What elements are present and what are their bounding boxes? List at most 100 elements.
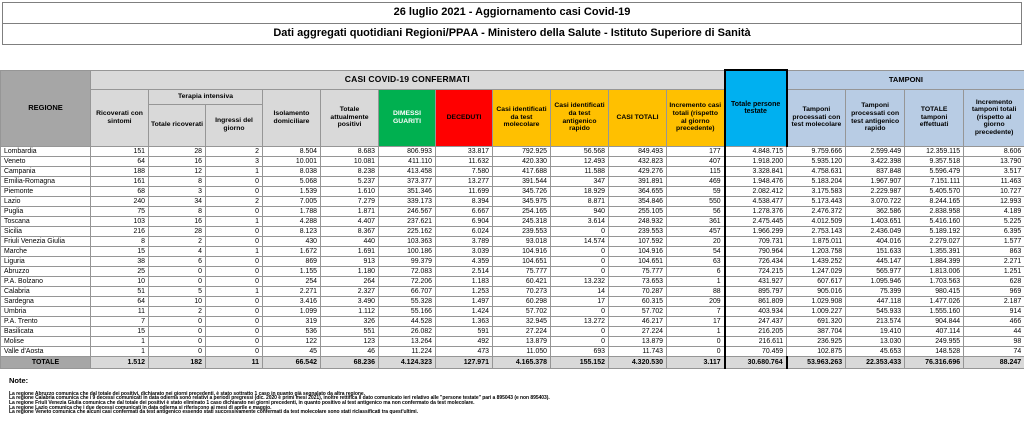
cell-incremento-tamponi: 969 [963, 285, 1024, 297]
cell-tamponi-totale: 5.416.160 [904, 215, 965, 227]
header-dimessi: DIMESSI GUARITI [378, 88, 436, 147]
cell-deceduti: 4.359 [435, 255, 493, 267]
cell-ti-totale: 2 [148, 305, 206, 317]
cell-tamponi-totale: 1.477.026 [904, 295, 965, 307]
total-cell-casi-antigenico: 155.152 [550, 355, 609, 369]
total-cell-positivi: 68.236 [320, 355, 379, 369]
cell-incremento-casi: 59 [665, 185, 726, 197]
cell-dimessi: 26.082 [378, 325, 436, 337]
cell-deceduti: 7.580 [435, 165, 493, 177]
cell-incremento-tamponi: 11.463 [963, 175, 1024, 187]
cell-deceduti: 8.394 [435, 195, 493, 207]
cell-tamponi-totale: 2.838.958 [904, 205, 965, 217]
cell-positivi: 264 [320, 275, 379, 287]
cell-tamponi-molecolare: 5.183.204 [786, 175, 847, 187]
cell-isolamento: 8.038 [262, 165, 321, 177]
header-band-casi-confermati: CASI COVID-19 CONFERMATI [89, 69, 726, 90]
cell-casi-molecolare: 11.050 [492, 345, 551, 357]
cell-casi-totali: 364.655 [608, 185, 667, 197]
region-name: Sicilia [0, 225, 91, 237]
report-title: 26 luglio 2021 - Aggiornamento casi Covi… [3, 3, 1021, 24]
cell-deceduti: 1.253 [435, 285, 493, 297]
cell-dimessi: 55.166 [378, 305, 436, 317]
cell-tamponi-totale: 249.955 [904, 335, 965, 347]
report-title-box: 26 luglio 2021 - Aggiornamento casi Covi… [2, 2, 1022, 45]
cell-ricoverati: 64 [90, 295, 149, 307]
cell-ricoverati: 161 [90, 175, 149, 187]
region-name: Valle d'Aosta [0, 345, 91, 357]
cell-tamponi-molecolare: 2.753.143 [786, 225, 847, 237]
cell-tamponi-totale: 1.555.160 [904, 305, 965, 317]
cell-incremento-casi: 1 [665, 275, 726, 287]
cell-incremento-casi: 56 [665, 205, 726, 217]
cell-incremento-tamponi: 466 [963, 315, 1024, 327]
cell-isolamento: 8.123 [262, 225, 321, 237]
header-positivi: Totale attualmente positivi [320, 88, 379, 147]
cell-casi-antigenico: 13.272 [550, 315, 609, 327]
cell-casi-antigenico: 56.568 [550, 145, 609, 157]
cell-deceduti: 3.789 [435, 235, 493, 247]
cell-isolamento: 254 [262, 275, 321, 287]
cell-tamponi-molecolare: 236.925 [786, 335, 847, 347]
header-isolamento: Isolamento domiciliare [262, 88, 321, 147]
region-name: Lazio [0, 195, 91, 207]
cell-ti-ingressi: 0 [205, 335, 263, 347]
cell-deceduti: 591 [435, 325, 493, 337]
cell-incremento-casi: 6 [665, 265, 726, 277]
cell-tamponi-totale: 980.415 [904, 285, 965, 297]
notes-section: Note: La regione Abruzzo comunica che da… [9, 376, 1024, 416]
cell-tamponi-totale: 9.357.518 [904, 155, 965, 167]
cell-casi-antigenico: 8.871 [550, 195, 609, 207]
cell-ti-ingressi: 2 [205, 195, 263, 207]
cell-ti-ingressi: 0 [205, 205, 263, 217]
cell-isolamento: 5.068 [262, 175, 321, 187]
cell-positivi: 1.112 [320, 305, 379, 317]
total-cell-incremento-casi: 3.117 [665, 355, 726, 369]
cell-casi-totali: 13.879 [608, 335, 667, 347]
cell-casi-molecolare: 93.018 [492, 235, 551, 247]
header-regione: REGIONE [0, 69, 91, 147]
table-row: Emilia-Romagna 161 8 0 5.068 5.237 373.377 13.2… [0, 175, 1024, 187]
cell-casi-totali: 57.702 [608, 305, 667, 317]
region-name: Basilicata [0, 325, 91, 337]
header-ti-ingressi: Ingressi del giorno [205, 103, 263, 147]
cell-positivi: 1.610 [320, 185, 379, 197]
cell-tamponi-totale: 8.244.165 [904, 195, 965, 207]
cell-tamponi-antigenico: 1.095.946 [845, 275, 906, 287]
cell-isolamento: 2.271 [262, 285, 321, 297]
region-name: Abruzzo [0, 265, 91, 277]
cell-positivi: 8.367 [320, 225, 379, 237]
cell-casi-antigenico: 11.588 [550, 165, 609, 177]
cell-incremento-tamponi: 8.606 [963, 145, 1024, 157]
cell-incremento-casi: 457 [665, 225, 726, 237]
cell-tamponi-antigenico: 213.574 [845, 315, 906, 327]
cell-tamponi-antigenico: 404.016 [845, 235, 906, 247]
cell-incremento-tamponi: 5.225 [963, 215, 1024, 227]
header-incremento-tamponi: Incremento tamponi totali (rispetto al g… [963, 88, 1024, 147]
cell-tamponi-molecolare: 607.617 [786, 275, 847, 287]
cell-dimessi: 351.346 [378, 185, 436, 197]
table-row: Lazio 240 34 2 7.005 7.279 339.173 8.394 345.975… [0, 195, 1024, 207]
cell-deceduti: 492 [435, 335, 493, 347]
cell-testate: 431.927 [723, 275, 788, 287]
cell-ti-totale: 2 [148, 235, 206, 247]
cell-incremento-casi: 177 [665, 145, 726, 157]
cell-incremento-tamponi: 12.993 [963, 195, 1024, 207]
total-cell-tamponi-antigenico: 22.353.433 [845, 355, 906, 369]
cell-tamponi-antigenico: 151.633 [845, 245, 906, 257]
cell-tamponi-molecolare: 4.012.509 [786, 215, 847, 227]
cell-tamponi-totale: 1.884.399 [904, 255, 965, 267]
cell-incremento-tamponi: 1.251 [963, 265, 1024, 277]
cell-positivi: 1.180 [320, 265, 379, 277]
cell-isolamento: 319 [262, 315, 321, 327]
cell-ti-ingressi: 0 [205, 185, 263, 197]
cell-ti-totale: 4 [148, 245, 206, 257]
table-row: Marche 15 4 1 1.672 1.691 100.186 3.039 104.916 0… [0, 245, 1024, 257]
note-line: La regione Veneto comunica che alcuni ca… [9, 409, 418, 416]
cell-ti-ingressi: 1 [205, 245, 263, 257]
cell-incremento-tamponi: 74 [963, 345, 1024, 357]
cell-testate: 2.475.445 [723, 215, 788, 227]
table-row: Sardegna 64 10 0 3.416 3.490 55.328 1.497 60.298… [0, 295, 1024, 307]
region-name: Lombardia [0, 145, 91, 157]
cell-tamponi-antigenico: 3.422.398 [845, 155, 906, 167]
